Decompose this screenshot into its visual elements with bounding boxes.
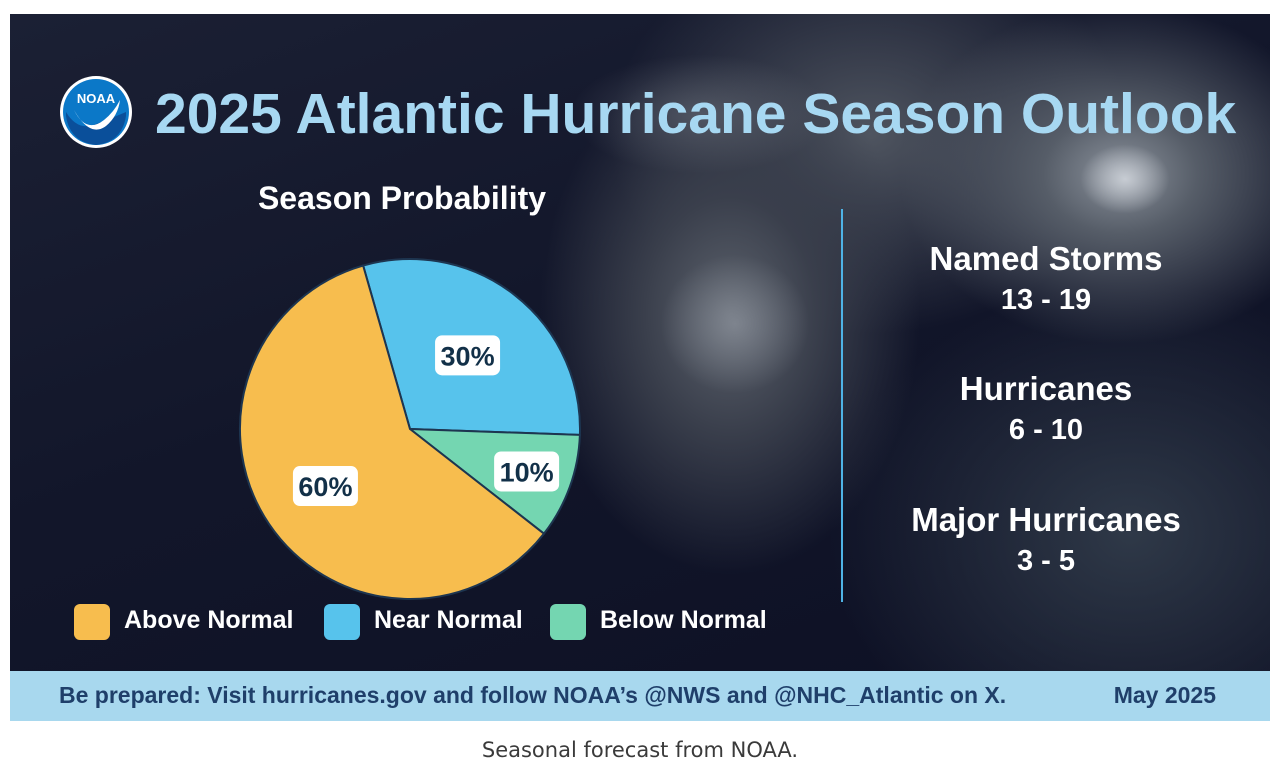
footer-date: May 2025	[1113, 682, 1216, 708]
chart-title: Season Probability	[257, 180, 547, 216]
stat-hurricanes: Hurricanes 6 - 10	[865, 370, 1227, 448]
footer-message: Be prepared: Visit hurricanes.gov and fo…	[59, 682, 1007, 708]
legend-label-near-normal: Near Normal	[374, 606, 523, 634]
legend-swatch-above-normal	[74, 604, 110, 640]
pie-label-above-normal: 60%	[292, 466, 358, 507]
image-caption: Seasonal forecast from NOAA.	[481, 738, 799, 762]
stat-label-hurricanes: Hurricanes	[959, 370, 1133, 407]
stat-value-major-hurricanes: 3 - 5	[1016, 545, 1076, 577]
pie-label-box	[292, 466, 358, 507]
pie-label-text: 10%	[500, 457, 554, 487]
divider	[841, 209, 843, 602]
pie-label-text: 60%	[298, 472, 352, 502]
pie-slice-above-normal	[239, 264, 546, 600]
noaa-logo: NOAA	[60, 76, 132, 148]
legend-label-above-normal: Above Normal	[124, 606, 294, 634]
stat-label-major-hurricanes: Major Hurricanes	[911, 501, 1181, 538]
stat-named-storms: Named Storms 13 - 19	[865, 240, 1227, 318]
stat-label-named-storms: Named Storms	[929, 240, 1163, 277]
stat-value-named-storms: 13 - 19	[1000, 284, 1092, 316]
pie-label-near-normal: 30%	[435, 335, 501, 376]
pie-label-box	[435, 335, 501, 376]
legend-swatch-below-normal	[550, 604, 586, 640]
pie-label-text: 30%	[441, 341, 495, 371]
hurricane-eye-cloud	[1080, 144, 1170, 214]
pie-chart: 30% 10% 60%	[239, 258, 581, 600]
pie-label-box	[494, 451, 560, 492]
stat-value-hurricanes: 6 - 10	[1008, 414, 1084, 446]
legend-swatch-near-normal	[324, 604, 360, 640]
outlook-graphic: NOAA 2025 Atlantic Hurricane Season Outl…	[10, 14, 1270, 721]
pie-label-below-normal: 10%	[494, 451, 560, 492]
footer-bar: Be prepared: Visit hurricanes.gov and fo…	[10, 671, 1270, 721]
page-title: 2025 Atlantic Hurricane Season Outlook	[155, 82, 1237, 146]
logo-text: NOAA	[77, 91, 116, 106]
legend-label-below-normal: Below Normal	[600, 606, 767, 634]
storm-cloud	[660, 254, 810, 394]
stat-major-hurricanes: Major Hurricanes 3 - 5	[865, 501, 1227, 579]
